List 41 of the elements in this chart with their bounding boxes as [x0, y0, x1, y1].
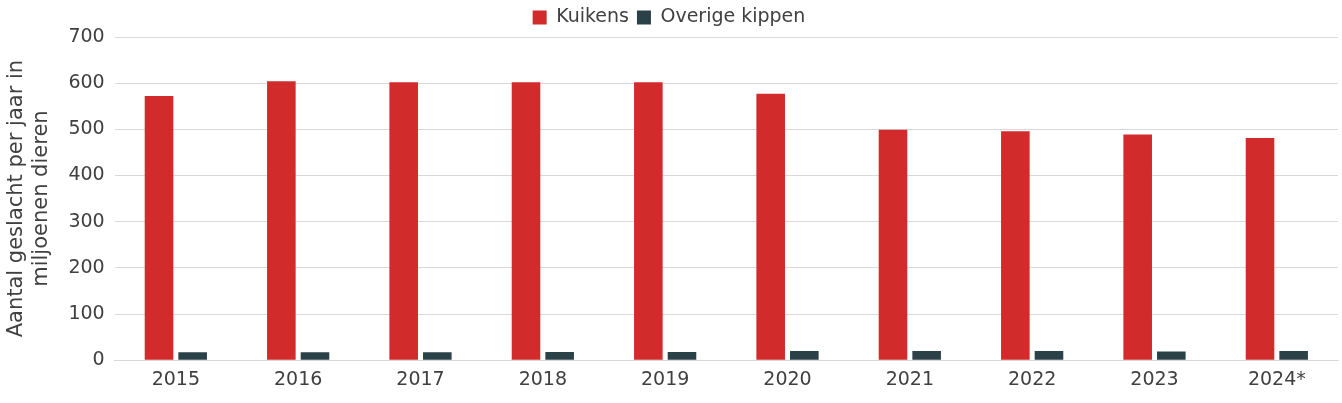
bar	[1001, 131, 1030, 360]
x-tick-label: 2020	[763, 366, 812, 389]
bar	[267, 81, 296, 360]
y-axis-title: Aantal geslacht per jaar in miljoenen dieren	[3, 59, 53, 338]
bar	[545, 351, 574, 360]
x-tick-label: 2015	[151, 366, 201, 389]
x-tick-label: 2017	[396, 366, 445, 389]
legend-label: Overige kippen	[660, 4, 806, 27]
x-tick-label: 2022	[1007, 366, 1057, 389]
y-tick-label: 200	[68, 254, 105, 277]
y-tick-label: 0	[92, 347, 105, 370]
bar	[178, 352, 207, 360]
bar	[511, 82, 541, 360]
bar	[1245, 138, 1275, 360]
bar	[1123, 134, 1152, 360]
bar	[144, 96, 174, 360]
bar	[389, 82, 418, 360]
bar	[1279, 350, 1308, 360]
x-tick-label: 2021	[885, 366, 935, 389]
bar	[300, 352, 330, 360]
bar	[1034, 350, 1064, 360]
bar	[1157, 351, 1186, 360]
bar	[423, 352, 452, 360]
x-tick-label: 2019	[640, 366, 690, 389]
x-tick-label: 2018	[518, 366, 568, 389]
legend-label: Kuikens	[556, 4, 629, 27]
bar	[756, 93, 785, 360]
x-tick-label: 2016	[273, 366, 323, 389]
x-tick-label: 2024*	[1247, 366, 1306, 389]
bar	[878, 129, 908, 360]
bar	[790, 350, 819, 360]
bar	[912, 350, 941, 360]
y-tick-label: 400	[68, 162, 105, 185]
bar	[667, 351, 697, 360]
y-tick-label: 100	[68, 300, 105, 323]
bar	[634, 82, 663, 360]
y-tick-label: 700	[68, 23, 105, 46]
y-tick-label: 500	[68, 116, 105, 139]
x-tick-label: 2023	[1130, 366, 1179, 389]
y-tick-label: 600	[68, 70, 105, 93]
y-tick-label: 300	[68, 208, 105, 231]
